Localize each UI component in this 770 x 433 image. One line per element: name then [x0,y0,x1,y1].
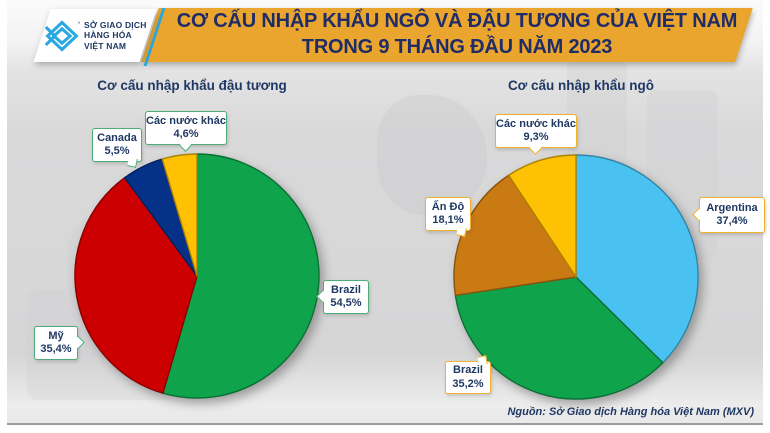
logo-line1: SỞ GIAO DỊCH [84,19,147,30]
callout-value: 35,4% [40,343,72,355]
logo-line2: HÀNG HÓA [84,30,132,41]
world-map-watermark [377,95,487,215]
callout-pointer [456,226,467,237]
callout-pointer [477,355,488,366]
mxv-logo-text: SỞ GIAO DỊCH HÀNG HÓA VIỆT NAM [84,20,147,52]
callout-other-countries-soybean: Các nước khác 4,6% [145,111,227,152]
callout-label: Các nước khác [496,117,576,130]
callout-brazil-corn: Brazil 35,2% [445,355,491,394]
callout-label: Ấn Độ [431,200,465,213]
callout-label: Mỹ [48,329,64,342]
page-title-line2: TRONG 9 THÁNG ĐẦU NĂM 2023 [301,36,613,58]
callout-argentina: Argentina 37,4% [692,197,765,233]
callout-canada: Canada 5,5% [92,128,142,168]
mxv-logo: ™ SỞ GIAO DỊCH HÀNG HÓA VIỆT NAM [33,9,157,62]
callout-my-usa: Mỹ 35,4% [34,326,85,360]
soybean-chart-title: Cơ cấu nhập khẩu đậu tương [97,78,287,93]
callout-an-do-india: Ấn Độ 18,1% [425,197,471,237]
soybean-import-pie-chart [74,153,320,399]
mxv-logo-inner: ™ SỞ GIAO DỊCH HÀNG HÓA VIỆT NAM [42,9,148,62]
callout-label: Brazil [331,283,361,296]
callout-brazil-soybean: Brazil 54,5% [316,280,369,314]
pie-slice-Mỹ [74,177,198,394]
page-title: CƠ CẤU NHẬP KHẨU NGÔ VÀ ĐẬU TƯƠNG CỦA VI… [165,8,749,62]
svg-text:™: ™ [77,21,80,26]
callout-pointer [127,157,138,168]
callout-other-countries-corn: Các nước khác 9,3% [495,114,577,155]
callout-value: 35,2% [452,377,484,390]
pie-slice-Argentina [575,154,699,364]
source-note: Nguồn: Sở Giao dịch Hàng hóa Việt Nam (M… [507,406,754,418]
pie-slice-Brazil [454,276,664,400]
corn-chart-title: Cơ cấu nhập khẩu ngô [507,78,655,93]
callout-value: 5,5% [104,145,130,157]
callout-value: 18,1% [432,214,464,226]
callout-value: 37,4% [716,215,748,227]
callout-label: Brazil [453,364,483,376]
callout-value: 4,6% [173,128,199,140]
mxv-diamond-chevron-icon: ™ [44,19,80,52]
callout-value: 54,5% [330,297,362,309]
callout-label: Các nước khác [146,114,226,127]
callout-label: Argentina [706,201,758,214]
page-title-line1: CƠ CẤU NHẬP KHẨU NGÔ VÀ ĐẬU TƯƠNG CỦA VI… [176,10,738,32]
callout-label: Canada [97,131,137,144]
logo-line3: VIỆT NAM [84,40,127,51]
callout-value: 9,3% [523,131,549,143]
pie-slice-Các nước khác [161,153,198,277]
pie-slice-Các nước khác [508,154,577,278]
corn-import-pie-chart [453,154,699,400]
